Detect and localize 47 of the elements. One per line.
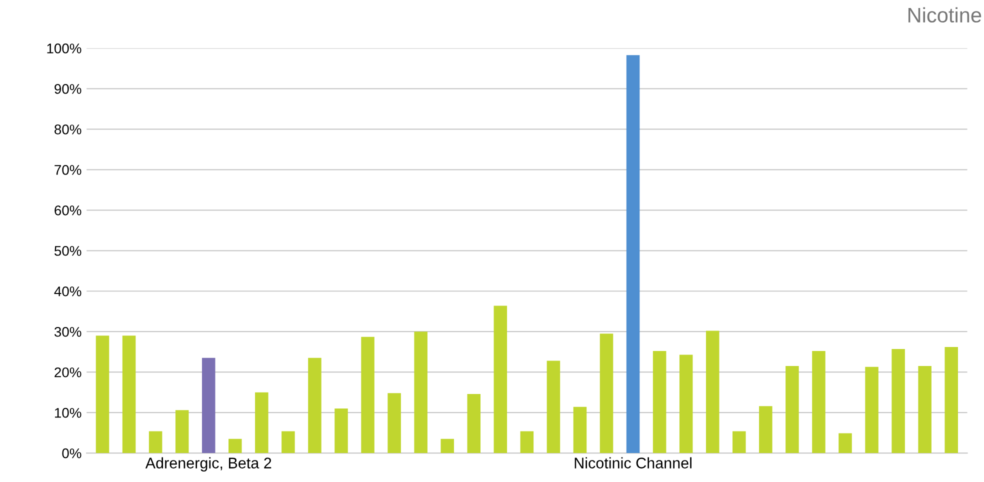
bar [706, 330, 720, 454]
bar [175, 410, 189, 454]
bar [600, 334, 614, 454]
y-tick-label: 100% [47, 44, 82, 54]
bar [414, 332, 428, 454]
y-tick-label: 40% [54, 286, 82, 296]
bar [944, 347, 958, 454]
bar [892, 349, 905, 454]
bar [361, 336, 374, 454]
bar [759, 406, 772, 454]
y-tick-label: 90% [54, 84, 82, 94]
y-tick-label: 50% [54, 246, 82, 256]
bar [282, 431, 295, 454]
bar [202, 358, 216, 454]
bar [786, 366, 799, 454]
y-tick-label: 10% [54, 408, 82, 418]
bar [122, 336, 136, 454]
bar [573, 406, 587, 454]
bar [308, 358, 322, 454]
bar [838, 433, 852, 454]
y-tick-label: 20% [54, 367, 82, 378]
bar [148, 431, 162, 454]
bar [440, 438, 454, 454]
x-tick-label: Adrenergic, Beta 2 [145, 457, 272, 472]
bar [467, 394, 481, 454]
y-tick-label: 30% [54, 326, 82, 337]
y-tick-label: 80% [54, 124, 82, 134]
bar [520, 431, 534, 454]
bar [679, 354, 693, 454]
chart-title: Nicotine [908, 7, 982, 23]
bar [388, 393, 401, 454]
bar [546, 360, 560, 454]
bar [334, 408, 348, 454]
x-tick-label: Nicotinic Channel [574, 457, 692, 468]
bar [812, 351, 826, 454]
bar [918, 366, 932, 454]
bar [96, 336, 110, 454]
bar [228, 438, 242, 454]
y-tick-label: 60% [54, 205, 82, 216]
bar [865, 366, 878, 454]
bar [494, 306, 508, 454]
bar [652, 351, 666, 454]
bar [255, 392, 268, 454]
y-tick-label: 70% [54, 165, 82, 175]
y-tick-label: 0% [62, 448, 82, 458]
bar [732, 431, 746, 454]
bar [626, 55, 640, 454]
